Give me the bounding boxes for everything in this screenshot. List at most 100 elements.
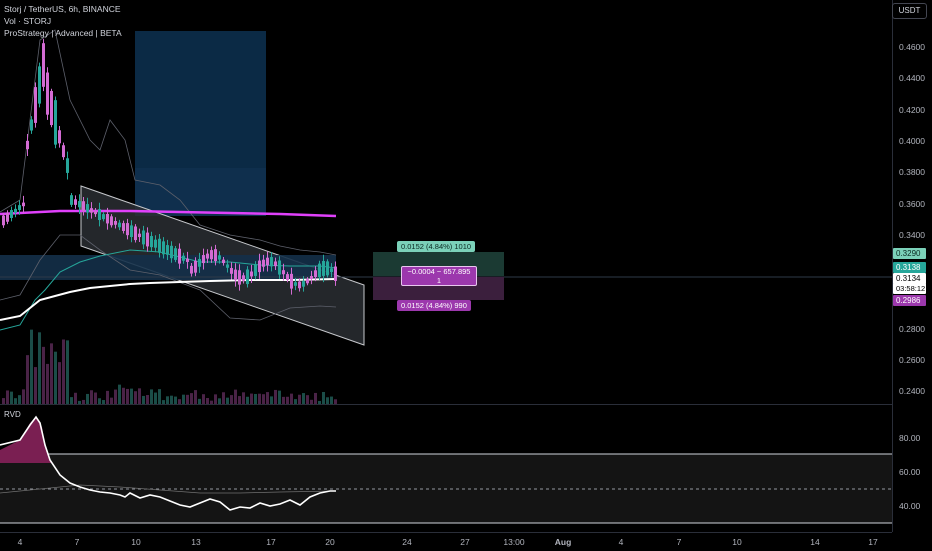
- candle-body[interactable]: [62, 145, 65, 158]
- candle-body[interactable]: [70, 195, 73, 205]
- candle-body[interactable]: [274, 261, 277, 267]
- candle-body[interactable]: [190, 265, 193, 274]
- oscillator-canvas[interactable]: [0, 405, 892, 532]
- strategy-indicator-label[interactable]: ProStrategy | Advanced | BETA: [4, 28, 122, 38]
- candle-body[interactable]: [2, 215, 5, 226]
- position-center-label[interactable]: −0.0004 ~ 657.895 1: [401, 266, 477, 286]
- candle-body[interactable]: [146, 232, 149, 247]
- candle-body[interactable]: [114, 220, 117, 225]
- candle-body[interactable]: [162, 241, 165, 255]
- candlestick-series[interactable]: [2, 38, 337, 295]
- candle-body[interactable]: [26, 140, 29, 150]
- candle-body[interactable]: [206, 253, 209, 259]
- candle-body[interactable]: [314, 270, 317, 277]
- candle-body[interactable]: [150, 236, 153, 248]
- price-axis[interactable]: 0.4600 0.4400 0.4200 0.4000 0.3800 0.360…: [892, 0, 932, 532]
- candle-body[interactable]: [210, 250, 213, 260]
- candle-body[interactable]: [246, 269, 249, 285]
- oscillator-pane[interactable]: [0, 405, 892, 532]
- volume-bar: [322, 391, 325, 404]
- candle-body[interactable]: [222, 259, 225, 264]
- candle-body[interactable]: [326, 261, 329, 276]
- pane-divider[interactable]: [0, 404, 892, 405]
- candle-body[interactable]: [106, 213, 109, 224]
- candle-body[interactable]: [30, 119, 33, 131]
- candle-body[interactable]: [38, 66, 41, 104]
- candle-body[interactable]: [178, 248, 181, 264]
- candle-body[interactable]: [250, 271, 253, 277]
- candle-body[interactable]: [226, 264, 229, 268]
- candle-body[interactable]: [170, 245, 173, 259]
- candle-body[interactable]: [306, 279, 309, 284]
- candle-body[interactable]: [286, 274, 289, 281]
- volume-series: [2, 329, 337, 404]
- candle-body[interactable]: [262, 259, 265, 267]
- candle-body[interactable]: [94, 210, 97, 215]
- candle-body[interactable]: [142, 230, 145, 245]
- candle-body[interactable]: [154, 239, 157, 248]
- candle-body[interactable]: [310, 276, 313, 280]
- candle-body[interactable]: [130, 225, 133, 238]
- candle-body[interactable]: [282, 270, 285, 275]
- candle-body[interactable]: [278, 260, 281, 275]
- time-axis[interactable]: 4 7 10 13 17 20 24 27 13:00 Aug 4 7 10 1…: [0, 532, 892, 551]
- symbol-title[interactable]: Storj / TetherUS, 6h, BINANCE: [4, 4, 121, 14]
- candle-body[interactable]: [78, 201, 81, 208]
- candle-body[interactable]: [294, 282, 297, 286]
- candle-body[interactable]: [42, 43, 45, 87]
- candle-body[interactable]: [46, 72, 49, 115]
- candle-body[interactable]: [6, 212, 9, 222]
- candle-body[interactable]: [302, 281, 305, 287]
- candle-body[interactable]: [290, 273, 293, 289]
- candle-body[interactable]: [54, 100, 57, 145]
- candle-body[interactable]: [82, 201, 85, 212]
- candle-body[interactable]: [74, 199, 77, 205]
- candle-body[interactable]: [186, 258, 189, 262]
- volume-indicator-label[interactable]: Vol · STORJ: [4, 16, 52, 26]
- candle-body[interactable]: [14, 208, 17, 213]
- candle-body[interactable]: [334, 266, 337, 281]
- candle-body[interactable]: [134, 226, 137, 241]
- candle-body[interactable]: [238, 270, 241, 285]
- candle-body[interactable]: [202, 255, 205, 264]
- main-chart-pane[interactable]: [0, 0, 892, 404]
- candle-body[interactable]: [258, 260, 261, 273]
- candle-body[interactable]: [110, 216, 113, 226]
- oscillator-title[interactable]: RVD: [4, 410, 21, 419]
- candle-body[interactable]: [126, 223, 129, 236]
- candle-body[interactable]: [118, 222, 121, 228]
- candle-body[interactable]: [86, 204, 89, 213]
- candle-body[interactable]: [90, 208, 93, 213]
- price-chart-canvas[interactable]: [0, 0, 892, 404]
- candle-body[interactable]: [18, 205, 21, 211]
- candle-body[interactable]: [266, 257, 269, 266]
- candle-body[interactable]: [174, 248, 177, 260]
- candle-body[interactable]: [138, 233, 141, 238]
- candle-body[interactable]: [102, 214, 105, 220]
- candle-body[interactable]: [194, 260, 197, 273]
- candle-body[interactable]: [198, 258, 201, 267]
- candle-body[interactable]: [98, 209, 101, 221]
- candle-body[interactable]: [242, 275, 245, 281]
- candle-body[interactable]: [158, 238, 161, 253]
- candle-body[interactable]: [10, 210, 13, 218]
- candle-body[interactable]: [254, 264, 257, 276]
- candle-body[interactable]: [270, 257, 273, 267]
- candle-body[interactable]: [318, 263, 321, 278]
- candle-body[interactable]: [22, 202, 25, 207]
- candle-body[interactable]: [182, 255, 185, 261]
- candle-body[interactable]: [330, 268, 333, 273]
- candle-body[interactable]: [50, 90, 53, 126]
- candle-body[interactable]: [322, 260, 325, 276]
- candle-body[interactable]: [66, 158, 69, 173]
- candle-body[interactable]: [298, 281, 301, 289]
- candle-body[interactable]: [166, 245, 169, 255]
- currency-button[interactable]: USDT: [892, 3, 927, 19]
- candle-body[interactable]: [230, 268, 233, 274]
- candle-body[interactable]: [218, 255, 221, 260]
- candle-body[interactable]: [214, 249, 217, 262]
- candle-body[interactable]: [58, 130, 61, 144]
- candle-body[interactable]: [234, 269, 237, 281]
- candle-body[interactable]: [122, 223, 125, 231]
- candle-body[interactable]: [34, 87, 37, 123]
